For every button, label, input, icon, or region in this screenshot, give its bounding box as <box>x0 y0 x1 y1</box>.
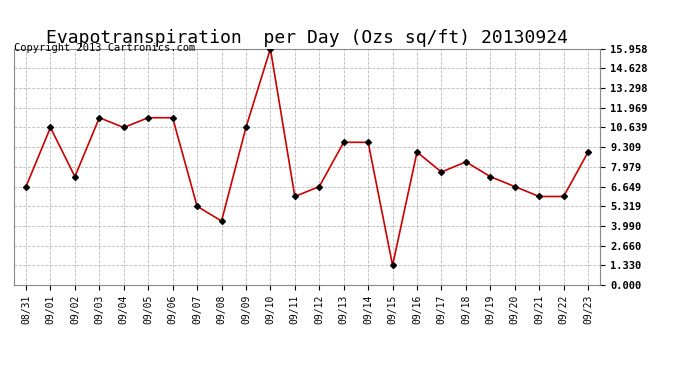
Title: Evapotranspiration  per Day (Ozs sq/ft) 20130924: Evapotranspiration per Day (Ozs sq/ft) 2… <box>46 29 568 47</box>
Text: Copyright 2013 Cartronics.com: Copyright 2013 Cartronics.com <box>14 43 195 53</box>
Text: ET  (0z/sq  ft): ET (0z/sq ft) <box>493 22 586 32</box>
